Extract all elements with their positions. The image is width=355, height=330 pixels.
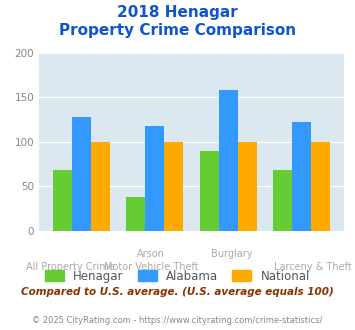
Legend: Henagar, Alabama, National: Henagar, Alabama, National (40, 265, 315, 287)
Bar (53, 170, 72, 231)
Text: Arson: Arson (137, 249, 165, 259)
Bar (200, 151, 219, 231)
Bar (219, 90, 238, 231)
Bar (126, 197, 146, 231)
Text: Compared to U.S. average. (U.S. average equals 100): Compared to U.S. average. (U.S. average … (21, 287, 334, 297)
Bar (146, 126, 164, 231)
Text: Property Crime Comparison: Property Crime Comparison (59, 23, 296, 38)
Text: Burglary: Burglary (211, 249, 253, 259)
Text: 2018 Henagar: 2018 Henagar (117, 5, 238, 20)
Bar (164, 142, 184, 231)
Text: © 2025 CityRating.com - https://www.cityrating.com/crime-statistics/: © 2025 CityRating.com - https://www.city… (32, 315, 323, 325)
Text: All Property Crime: All Property Crime (26, 262, 115, 272)
Text: Larceny & Theft: Larceny & Theft (274, 262, 352, 272)
Text: Motor Vehicle Theft: Motor Vehicle Theft (104, 262, 198, 272)
Bar (311, 142, 331, 231)
Bar (273, 170, 293, 231)
Bar (72, 117, 91, 231)
Bar (293, 122, 311, 231)
Bar (91, 142, 110, 231)
Bar (238, 142, 257, 231)
